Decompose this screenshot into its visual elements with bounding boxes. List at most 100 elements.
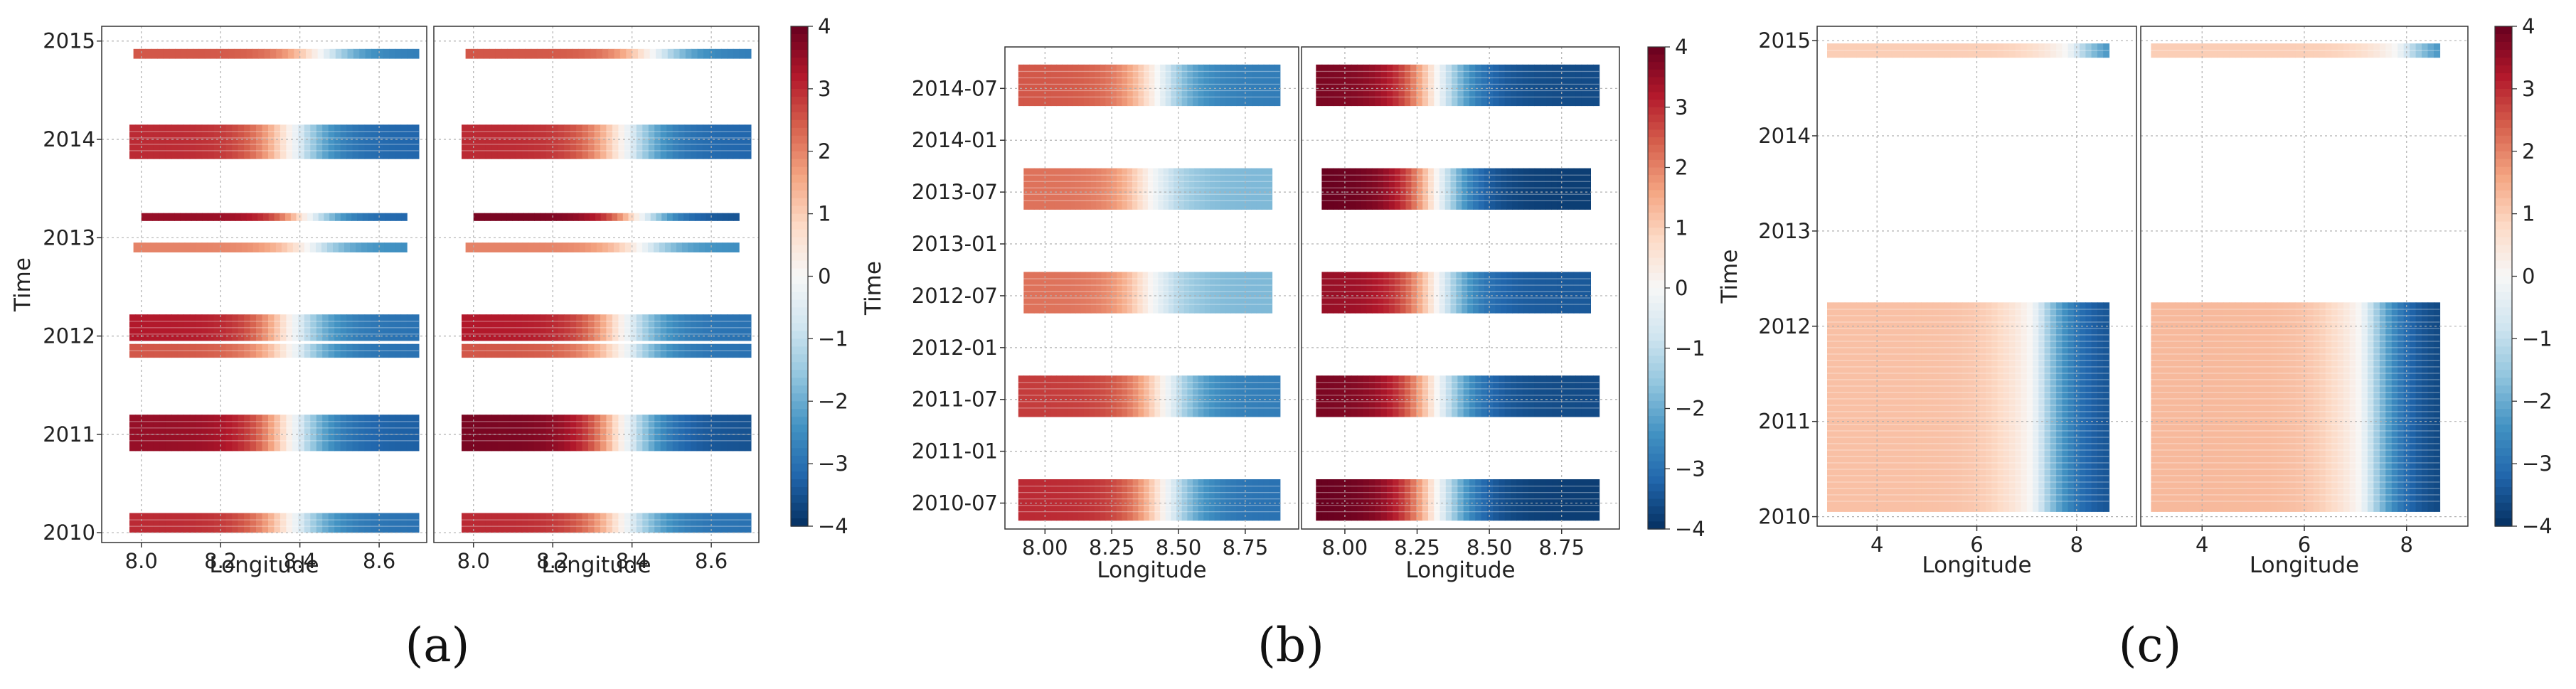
heatmap-cell — [555, 48, 561, 59]
heatmap-cell — [324, 48, 331, 59]
heatmap-cell — [1932, 43, 1939, 58]
heatmap-cell — [1316, 375, 1323, 417]
heatmap-cell — [171, 124, 179, 159]
heatmap-cell — [1410, 64, 1417, 107]
heatmap-cell — [2193, 302, 2200, 512]
heatmap-cell — [151, 48, 158, 59]
heatmap-cell — [733, 415, 740, 452]
heatmap-cell — [1149, 64, 1155, 107]
heatmap-cell — [327, 242, 334, 252]
subplot-left: 8.00 8.25 8.50 8.75Longitude2010-072011-012… — [861, 46, 1299, 583]
heatmap-cell — [1417, 272, 1423, 314]
heatmap-cell — [1383, 168, 1390, 210]
heatmap-cell — [539, 242, 546, 252]
heatmap-cell — [1506, 168, 1513, 210]
heatmap-cell — [1214, 64, 1220, 107]
heatmap-cell — [307, 213, 314, 221]
heatmap-cell — [2343, 43, 2351, 58]
heatmap-cell — [241, 242, 248, 252]
heatmap-cell — [191, 213, 198, 221]
heatmap-stripe — [1023, 278, 1272, 279]
heatmap-cell — [2050, 43, 2057, 58]
heatmap-cell — [1411, 272, 1417, 314]
colorbar-segment — [1648, 250, 1665, 259]
heatmap-cell — [312, 213, 319, 221]
heatmap-cell — [1111, 64, 1117, 107]
heatmap-cell — [1018, 375, 1025, 417]
heatmap-cell — [2397, 302, 2405, 512]
axes-frame — [433, 26, 760, 543]
heatmap-cell — [1439, 375, 1447, 417]
heatmap-cell — [1075, 272, 1081, 314]
heatmap-cell — [232, 513, 239, 533]
colorbar-tick-label: 1 — [818, 202, 831, 226]
heatmap-cell — [2373, 302, 2380, 512]
heatmap-cell — [169, 48, 176, 59]
heatmap-cell — [298, 242, 305, 252]
heatmap-cell — [1225, 479, 1232, 521]
heatmap-cell — [1204, 168, 1210, 210]
heatmap-cell — [485, 415, 492, 452]
heatmap-cell — [2301, 43, 2308, 58]
heatmap-cell — [147, 513, 154, 533]
heatmap-cell — [1100, 375, 1107, 417]
heatmap-band — [1316, 64, 1600, 107]
heatmap-cell — [1481, 64, 1488, 107]
heatmap-cell — [304, 314, 311, 341]
heatmap-stripe — [462, 327, 751, 329]
colorbar-segment — [791, 518, 808, 527]
heatmap-cell — [612, 513, 619, 533]
heatmap-cell — [147, 314, 154, 341]
colorbar-segment — [2495, 362, 2512, 370]
heatmap-cell — [1236, 375, 1242, 417]
heatmap-cell — [696, 343, 703, 358]
heatmap-cell — [250, 124, 257, 159]
heatmap-cell — [607, 242, 614, 252]
x-tick-label: 8.4 — [284, 549, 316, 573]
colorbar-segment — [791, 174, 808, 183]
y-tick-label: 2010-07 — [912, 491, 998, 516]
heatmap-cell — [696, 314, 703, 341]
colorbar-segment — [791, 57, 808, 66]
heatmap-cell — [606, 213, 612, 221]
heatmap-cell — [133, 242, 140, 252]
heatmap-cell — [401, 242, 408, 252]
heatmap-cell — [1050, 64, 1058, 107]
heatmap-cell — [2163, 43, 2170, 58]
heatmap-cell — [1073, 479, 1079, 521]
heatmap-cell — [1366, 168, 1373, 210]
heatmap-cell — [1214, 375, 1220, 417]
heatmap-cell — [177, 343, 184, 358]
heatmap-cell — [1579, 272, 1586, 314]
colorbar-segment — [791, 354, 808, 363]
y-axis-label: Time — [861, 261, 886, 316]
heatmap-cell — [175, 48, 182, 59]
heatmap-cell — [485, 513, 492, 533]
heatmap-cell — [606, 415, 613, 452]
heatmap-cell — [1372, 272, 1378, 314]
heatmap-cell — [1132, 272, 1138, 314]
heatmap-cell — [595, 213, 602, 221]
heatmap-cell — [196, 124, 203, 159]
heatmap-cell — [1518, 272, 1524, 314]
heatmap-cell — [2021, 43, 2028, 58]
heatmap-cell — [258, 48, 265, 59]
heatmap-cell — [1501, 168, 1507, 210]
heatmap-cell — [1160, 64, 1166, 107]
heatmap-cell — [495, 213, 502, 221]
heatmap-cell — [570, 415, 577, 452]
x-tick-label: 8.2 — [204, 549, 237, 573]
heatmap-cell — [1127, 272, 1133, 314]
heatmap-cell — [264, 48, 271, 59]
heatmap-cell — [600, 513, 607, 533]
colorbar-segment — [2495, 135, 2512, 144]
heatmap-cell — [235, 213, 242, 221]
heatmap-stripe — [1316, 388, 1600, 390]
heatmap-cell — [642, 314, 649, 341]
heatmap-cell — [2163, 302, 2170, 512]
heatmap-cell — [523, 213, 530, 221]
heatmap-cell — [177, 314, 184, 341]
heatmap-cell — [383, 124, 390, 159]
heatmap-stripe — [2151, 321, 2440, 323]
